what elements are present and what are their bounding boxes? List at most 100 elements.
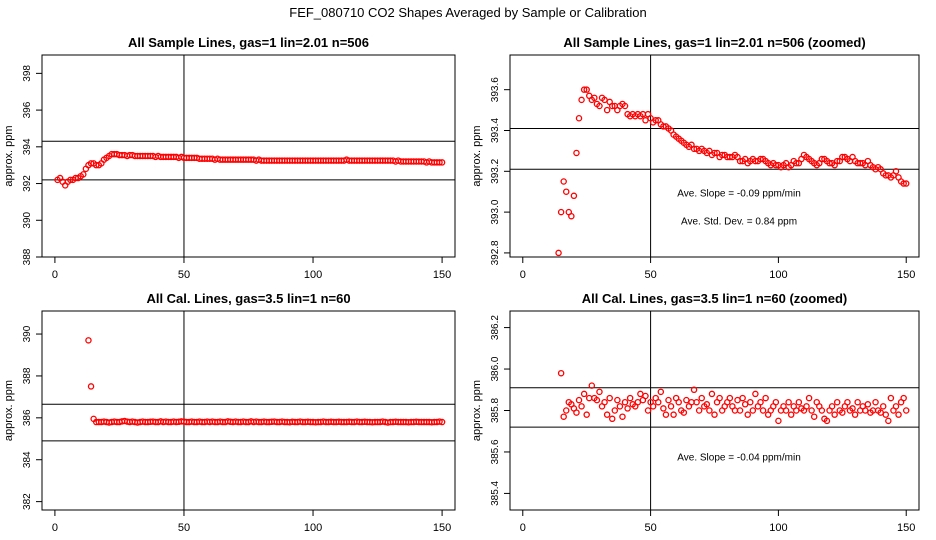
data-point: [642, 117, 649, 124]
y-tick-label: 396: [22, 101, 33, 118]
y-tick-label: 386.0: [490, 356, 501, 381]
panel-title: All Cal. Lines, gas=3.5 lin=1 n=60: [146, 291, 350, 306]
data-point: [652, 117, 659, 124]
data-point: [872, 398, 879, 406]
y-tick-label: 384: [22, 451, 33, 468]
data-point: [895, 411, 902, 418]
x-tick-label: 50: [178, 269, 190, 281]
data-point: [775, 417, 782, 425]
x-tick-label: 0: [520, 522, 526, 534]
data-point: [573, 149, 580, 157]
x-tick-label: 0: [52, 522, 58, 534]
data-point: [810, 413, 818, 420]
x-tick-label: 100: [304, 269, 322, 281]
y-tick-label: 385.6: [490, 439, 501, 464]
annotation-text: Ave. Slope = -0.04 ppm/min: [677, 452, 801, 463]
data-point: [655, 398, 662, 406]
annotation-text: Ave. Slope = -0.09 ppm/min: [677, 188, 801, 199]
x-tick-label: 100: [769, 522, 787, 534]
data-point: [839, 409, 846, 416]
data-point: [436, 159, 443, 166]
data-point: [580, 390, 588, 398]
data-point: [772, 398, 780, 406]
data-point: [596, 388, 603, 396]
data-point: [85, 337, 92, 344]
data-point: [793, 407, 800, 414]
data-point: [657, 388, 665, 396]
data-point: [706, 407, 713, 414]
data-point: [588, 382, 596, 389]
data-point: [575, 115, 583, 122]
data-point: [698, 394, 705, 402]
data-point: [665, 396, 672, 404]
data-point: [900, 180, 907, 187]
data-point: [726, 394, 734, 402]
data-point: [575, 396, 583, 404]
data-point: [683, 396, 690, 404]
y-tick-label: 394: [22, 138, 33, 155]
data-point: [805, 394, 813, 402]
data-point: [849, 405, 856, 412]
data-point: [578, 403, 585, 410]
y-tick-label: 392.8: [490, 240, 501, 265]
data-point: [601, 398, 608, 406]
data-point: [585, 394, 593, 402]
data-point: [785, 398, 792, 406]
plot-frame: [41, 54, 456, 258]
data-point: [833, 398, 841, 406]
chart-panel-1: All Sample Lines, gas=1 lin=2.01 n=506 ap…: [3, 35, 456, 281]
data-point: [667, 403, 675, 410]
x-tick-label: 150: [433, 522, 451, 534]
data-point: [877, 409, 884, 416]
data-point: [739, 394, 746, 402]
chart-panel-2: All Sample Lines, gas=1 lin=2.01 n=506 (…: [471, 35, 920, 281]
plot-frame: [41, 310, 456, 511]
data-point: [854, 398, 861, 406]
annotation-text: Ave. Std. Dev. = 0.84 ppm: [681, 217, 797, 228]
data-point: [759, 407, 767, 414]
data-point: [818, 407, 826, 414]
panel-title: All Sample Lines, gas=1 lin=2.01 n=506 (…: [563, 35, 865, 50]
y-tick-label: 392: [22, 175, 33, 192]
data-point: [609, 102, 616, 110]
y-axis-label: approx. ppm: [3, 125, 15, 186]
data-point: [637, 390, 644, 398]
data-point: [892, 403, 900, 410]
data-point: [626, 394, 634, 402]
data-point: [649, 403, 657, 410]
data-point: [879, 403, 887, 410]
x-tick-label: 50: [178, 522, 190, 534]
y-tick-label: 398: [22, 65, 33, 82]
chart-panel-4: All Cal. Lines, gas=3.5 lin=1 n=60 (zoom…: [471, 291, 920, 534]
data-point: [736, 407, 744, 414]
data-point: [438, 418, 446, 426]
data-point: [749, 407, 757, 414]
data-point: [762, 394, 769, 402]
data-point: [80, 171, 87, 178]
data-point: [744, 411, 751, 418]
data-point: [803, 403, 810, 410]
y-tick-label: 386.2: [490, 315, 501, 340]
data-point: [711, 149, 718, 157]
data-point: [795, 398, 803, 406]
figure-title: FEF_080710 CO2 Shapes Averaged by Sample…: [289, 5, 647, 20]
data-point: [562, 407, 570, 414]
x-tick-label: 50: [644, 269, 656, 281]
y-tick-label: 390: [22, 211, 33, 228]
data-point: [609, 415, 616, 423]
data-point: [583, 411, 590, 418]
chart-panel-3: All Cal. Lines, gas=3.5 lin=1 n=60 approx…: [3, 291, 456, 534]
data-point: [570, 192, 578, 200]
data-point: [708, 390, 716, 398]
data-point: [436, 418, 443, 425]
x-tick-label: 0: [520, 269, 526, 281]
data-point: [603, 411, 611, 418]
data-point: [438, 159, 446, 166]
data-point: [731, 407, 739, 414]
plot-frame: [509, 54, 920, 258]
data-point: [793, 159, 800, 167]
x-tick-label: 150: [433, 269, 451, 281]
data-point: [591, 94, 598, 102]
data-point: [862, 407, 869, 414]
data-point: [644, 407, 652, 414]
